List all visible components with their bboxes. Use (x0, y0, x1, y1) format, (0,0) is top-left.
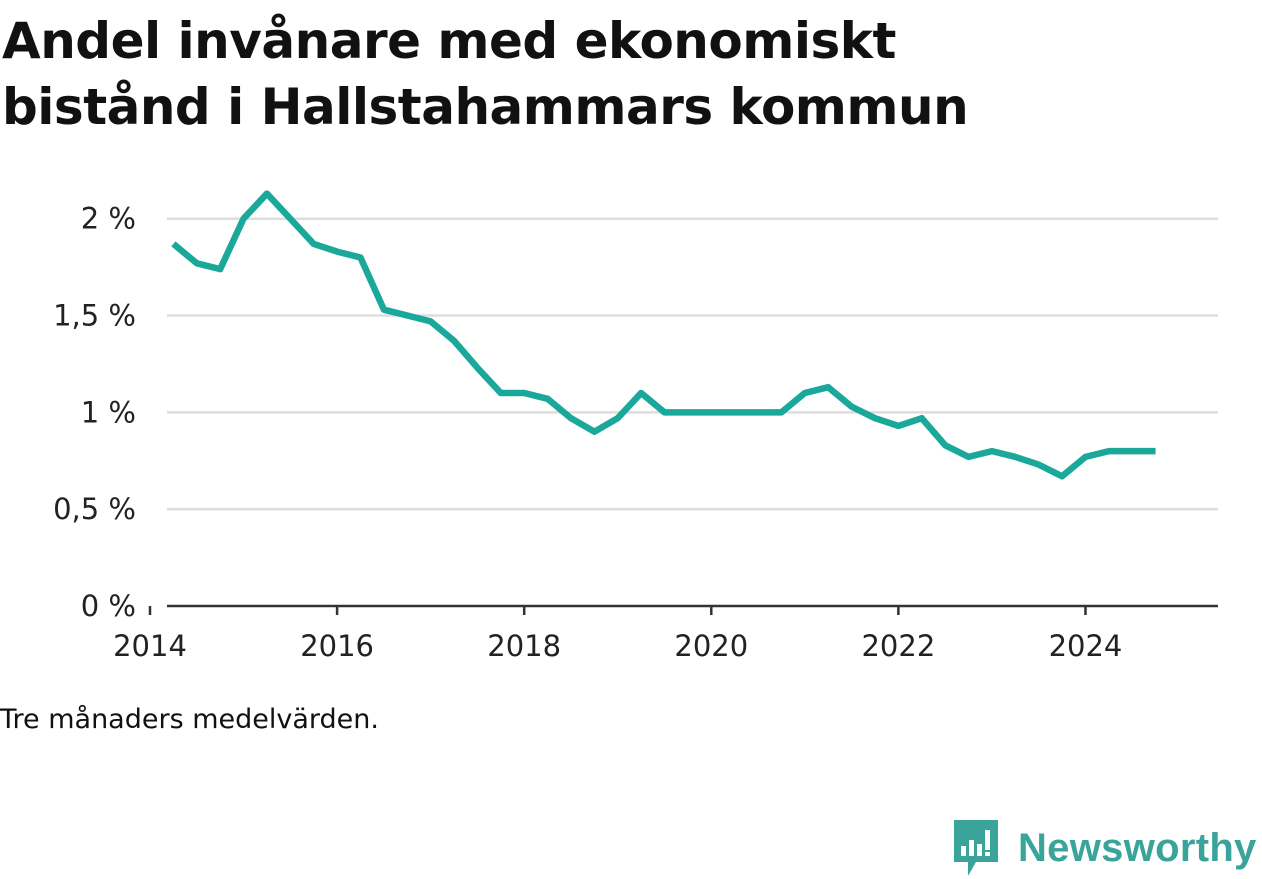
x-tick-label: 2016 (300, 629, 374, 663)
newsworthy-chat-bars-icon (954, 820, 998, 876)
chart-note: Tre månaders medelvärden. (0, 704, 379, 735)
y-tick-label: 1 % (81, 395, 136, 429)
x-tick-label: 2022 (861, 629, 935, 663)
brand-name: Newsworthy (1018, 825, 1257, 870)
y-tick-label: 0 % (81, 589, 136, 623)
x-tick-label: 2024 (1049, 629, 1123, 663)
y-tick-label: 1,5 % (53, 299, 136, 333)
x-tick-label: 2014 (113, 629, 187, 663)
y-tick-label: 0,5 % (53, 492, 136, 526)
brand-logo: Newsworthy (950, 818, 1257, 878)
chart-title: Andel invånare med ekonomiskt bistånd i … (2, 8, 1202, 140)
x-tick-label: 2020 (674, 629, 748, 663)
chart-title-line-1: Andel invånare med ekonomiskt (2, 12, 896, 70)
chart-title-line-2: bistånd i Hallstahammars kommun (2, 78, 969, 136)
line-chart: 0 % 0,5 % 1 % 1,5 % 2 % 2014 2016 2018 2020 2022 2… (53, 190, 1218, 663)
y-tick-label: 2 % (81, 202, 136, 236)
series-line (171, 190, 1156, 480)
x-tick-label: 2018 (487, 629, 561, 663)
